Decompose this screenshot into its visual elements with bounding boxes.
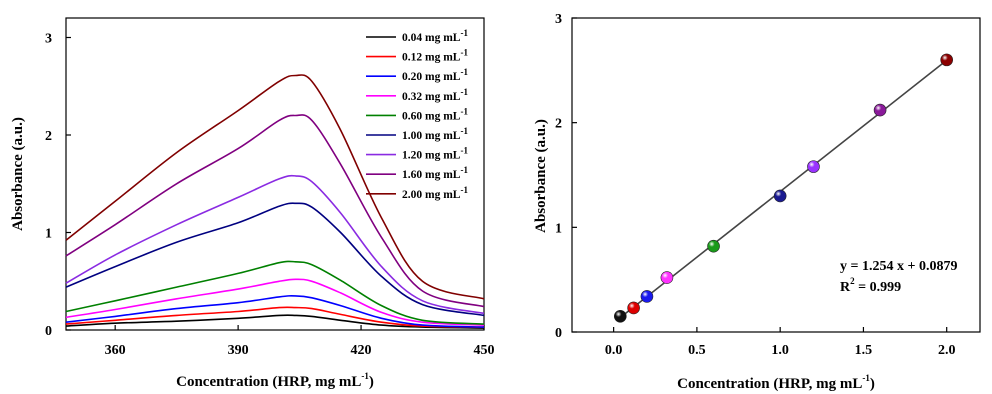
legend-label: 1.00 mg mL-1 — [402, 126, 468, 142]
legend-label: 2.00 mg mL-1 — [402, 185, 468, 201]
spectrum-line — [65, 174, 485, 315]
left-legend: 0.04 mg mL-1 0.12 mg mL-1 0.20 mg mL-1 0.32… — [366, 28, 468, 201]
left-series-lines — [65, 74, 485, 329]
legend-label: 0.04 mg mL-1 — [402, 28, 468, 44]
data-point — [613, 309, 627, 323]
legend-label: 0.60 mg mL-1 — [402, 106, 468, 122]
left-chart-panel: 360 390 420 450 0 1 2 3 0.04 mg mL-1 0.12 mg mL-… — [10, 17, 495, 390]
right-x-tick-label: 0.0 — [605, 343, 623, 358]
left-x-axis-title: Concentration (HRP, mg mL-1) — [176, 371, 374, 390]
spectrum-line — [65, 278, 485, 326]
legend-label: 1.20 mg mL-1 — [402, 146, 468, 162]
right-data-points — [613, 53, 953, 323]
spectrum-line — [65, 295, 485, 328]
spectrum-line — [65, 114, 485, 308]
spectrum-line — [65, 202, 485, 317]
left-y-tick-label: 2 — [45, 129, 52, 144]
right-y-tick-label: 3 — [555, 12, 562, 27]
right-y-tick-label: 1 — [555, 221, 562, 236]
right-x-tick-label: 1.0 — [771, 343, 789, 358]
right-y-tick-label: 2 — [555, 117, 562, 132]
data-point — [660, 271, 674, 284]
fit-line — [619, 59, 948, 319]
left-plot-frame — [65, 17, 485, 331]
right-x-tick-label: 1.5 — [855, 343, 873, 358]
left-axis-ticks: 360 390 420 450 0 1 2 3 — [45, 32, 495, 359]
data-point — [873, 103, 887, 117]
left-y-tick-label: 1 — [45, 227, 52, 242]
left-x-tick-label: 420 — [351, 343, 372, 358]
spectrum-line — [65, 260, 485, 325]
left-y-tick-label: 0 — [45, 324, 52, 339]
right-fit-line-group — [619, 59, 948, 319]
data-point — [940, 53, 953, 67]
right-y-tick-label: 0 — [555, 326, 562, 341]
legend-label: 0.20 mg mL-1 — [402, 67, 468, 83]
right-axis-ticks: 0.0 0.5 1.0 1.5 2.0 0 1 2 3 — [555, 12, 955, 358]
data-point — [707, 239, 720, 253]
legend-label: 1.60 mg mL-1 — [402, 165, 468, 181]
spectrum-line — [65, 74, 485, 300]
right-chart-panel: 0.0 0.5 1.0 1.5 2.0 0 1 2 3 y = 1.254 x + 0.0879… — [533, 12, 981, 392]
spectrum-line — [65, 314, 485, 329]
fit-equation: y = 1.254 x + 0.0879 — [840, 259, 957, 274]
right-x-axis-title: Concentration (HRP, mg mL-1) — [677, 373, 875, 392]
fit-r-squared: R2 = 0.999 — [840, 276, 901, 295]
legend-label: 0.12 mg mL-1 — [402, 48, 468, 64]
legend-label: 0.32 mg mL-1 — [402, 87, 468, 103]
left-x-tick-label: 390 — [228, 343, 249, 358]
left-x-tick-label: 360 — [105, 343, 126, 358]
left-x-tick-label: 450 — [474, 343, 495, 358]
data-point — [773, 189, 787, 203]
left-y-tick-label: 3 — [45, 32, 52, 47]
right-x-tick-label: 2.0 — [938, 343, 956, 358]
data-point — [627, 301, 640, 315]
spectrum-line — [65, 306, 485, 328]
left-y-axis-title: Absorbance (a.u.) — [10, 117, 26, 231]
right-x-tick-label: 0.5 — [688, 343, 706, 358]
data-point — [640, 290, 654, 303]
right-y-axis-title: Absorbance (a.u.) — [533, 119, 549, 233]
right-plot-frame — [571, 17, 981, 333]
data-point — [807, 160, 820, 173]
